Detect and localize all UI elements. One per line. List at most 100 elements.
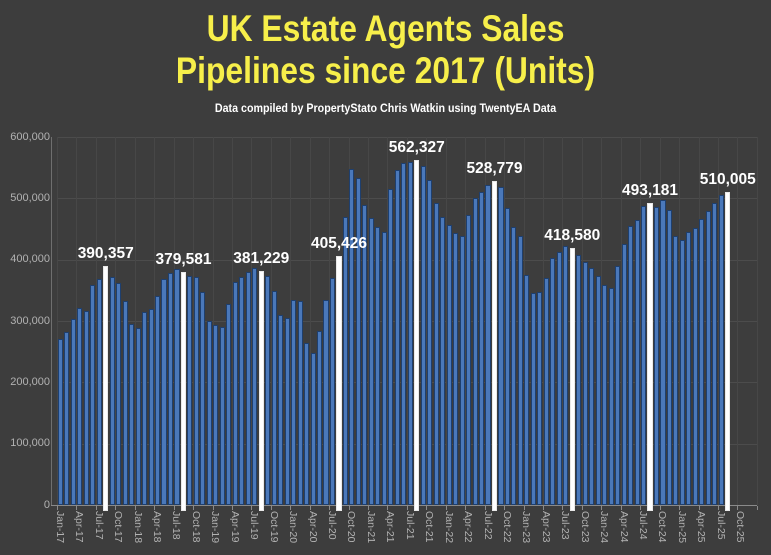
pipeline-bar-Aug-20	[336, 256, 342, 511]
pipeline-bar-Oct-17	[116, 282, 122, 505]
pipeline-bar-Dec-17	[129, 324, 135, 505]
pipeline-bar-Sep-20	[342, 216, 348, 505]
x-axis-tick	[193, 506, 195, 510]
pipeline-bar-Mar-20	[304, 343, 310, 505]
x-axis-tick	[523, 506, 525, 510]
x-axis-label-Jul-17: Jul-17	[92, 511, 105, 540]
x-axis-tick	[134, 506, 136, 510]
gridline-vertical	[465, 137, 467, 505]
pipeline-bar-Nov-18	[200, 291, 206, 505]
gridline-vertical	[426, 137, 428, 505]
x-axis-tick	[756, 506, 758, 510]
chart-subtitle: Data compiled by PropertyStato Chris Wat…	[214, 103, 557, 115]
x-axis-label-Oct-21: Oct-21	[423, 511, 436, 543]
data-label-Aug-18: 379,581	[155, 251, 212, 269]
pipeline-bar-Dec-23	[595, 276, 601, 505]
gridline-vertical	[679, 137, 681, 505]
pipeline-bar-Jan-23	[524, 275, 530, 505]
x-axis-label-Jan-25: Jan-25	[675, 511, 688, 544]
pipeline-bar-Jul-25	[718, 194, 724, 505]
pipeline-bar-Apr-24	[621, 244, 627, 505]
y-axis-label: 300,000	[10, 314, 50, 327]
gridline-vertical	[601, 137, 603, 505]
pipeline-bar-Oct-22	[504, 208, 510, 505]
x-axis-label-Apr-20: Apr-20	[306, 511, 319, 543]
pipeline-bar-Feb-18	[142, 312, 148, 505]
pipeline-bar-Apr-19	[232, 281, 238, 505]
x-axis-tick	[562, 506, 564, 510]
data-label-Aug-22: 528,779	[466, 159, 523, 177]
x-axis-label-Jan-20: Jan-20	[287, 511, 300, 544]
x-axis-label-Apr-19: Apr-19	[228, 511, 241, 543]
gridline-vertical	[717, 137, 719, 505]
pipeline-bar-May-21	[394, 170, 400, 505]
x-axis-tick	[484, 506, 486, 510]
x-axis-label-Jul-18: Jul-18	[170, 511, 183, 540]
x-axis-tick	[445, 506, 447, 510]
x-axis-label-Oct-24: Oct-24	[656, 511, 669, 543]
x-axis-label-Apr-25: Apr-25	[695, 511, 708, 543]
x-axis-label-Oct-22: Oct-22	[500, 511, 513, 543]
gridline-vertical	[756, 137, 758, 505]
gridline-vertical	[368, 137, 370, 505]
data-label-Aug-21: 562,327	[388, 139, 445, 157]
pipeline-bar-Mar-24	[615, 265, 621, 505]
gridline-vertical	[484, 137, 486, 505]
pipeline-bar-Jan-22	[446, 224, 452, 505]
pipeline-bar-Sep-19	[265, 276, 271, 505]
pipeline-bar-Sep-17	[109, 276, 115, 505]
x-axis-tick	[57, 506, 58, 510]
y-axis-label: 600,000	[10, 130, 50, 143]
x-axis-tick	[173, 506, 175, 510]
x-axis-tick	[95, 506, 97, 510]
pipeline-bar-Feb-17	[64, 332, 70, 505]
pipeline-bar-May-17	[83, 311, 89, 505]
x-axis-tick	[154, 506, 156, 510]
x-axis-tick	[290, 506, 292, 510]
data-label-Aug-19: 381,229	[233, 250, 290, 268]
x-axis-tick	[387, 506, 389, 510]
x-axis-label-Jul-23: Jul-23	[559, 511, 572, 540]
pipeline-bar-Jun-20	[323, 299, 329, 505]
x-axis-tick	[231, 506, 233, 510]
gridline-vertical	[290, 137, 292, 505]
pipeline-bar-Jul-24	[641, 206, 647, 505]
x-axis-label-Jan-23: Jan-23	[520, 511, 533, 544]
pipeline-bar-Nov-22	[511, 226, 517, 505]
pipeline-bar-Jan-18	[135, 328, 141, 505]
chart-title: UK Estate Agents Sales Pipelines since 2…	[54, 8, 717, 92]
gridline-vertical	[231, 137, 233, 505]
x-axis-tick	[251, 506, 253, 510]
x-axis-label-Jan-24: Jan-24	[598, 511, 611, 544]
y-axis-label: 400,000	[10, 253, 50, 266]
pipeline-bar-Dec-18	[206, 321, 212, 505]
pipeline-bar-Dec-22	[517, 236, 523, 505]
pipeline-bar-Sep-22	[498, 186, 504, 505]
pipeline-bar-Nov-19	[278, 314, 284, 505]
gridline-vertical	[387, 137, 389, 505]
gridline-vertical	[406, 137, 408, 505]
gridline-vertical	[57, 137, 58, 505]
gridline-vertical	[737, 137, 739, 505]
pipeline-bar-Jul-17	[96, 279, 102, 505]
gridline-vertical	[698, 137, 700, 505]
x-axis-label-Jan-18: Jan-18	[131, 511, 144, 544]
gridline-vertical	[212, 137, 214, 505]
pipeline-bar-Oct-24	[660, 200, 666, 505]
pipeline-bar-Aug-18	[180, 272, 186, 511]
pipeline-bar-Mar-25	[692, 227, 698, 505]
pipeline-bar-Apr-18	[155, 296, 161, 505]
gridline-vertical	[620, 137, 622, 505]
pipeline-bar-Jun-22	[479, 191, 485, 505]
pipeline-bar-Jul-18	[174, 269, 180, 505]
x-axis-label-Jul-22: Jul-22	[481, 511, 494, 540]
gridline-vertical	[329, 137, 331, 505]
pipeline-bar-Nov-17	[122, 300, 128, 505]
gridline-vertical	[134, 137, 136, 505]
x-axis-label-Oct-17: Oct-17	[112, 511, 125, 543]
pipeline-bar-Jan-19	[213, 325, 219, 505]
pipeline-bar-Aug-22	[491, 180, 498, 511]
pipeline-bar-May-23	[550, 257, 556, 505]
chart-title-line2: Pipelines since 2017 (Units)	[175, 50, 596, 91]
x-axis-tick	[659, 506, 661, 510]
